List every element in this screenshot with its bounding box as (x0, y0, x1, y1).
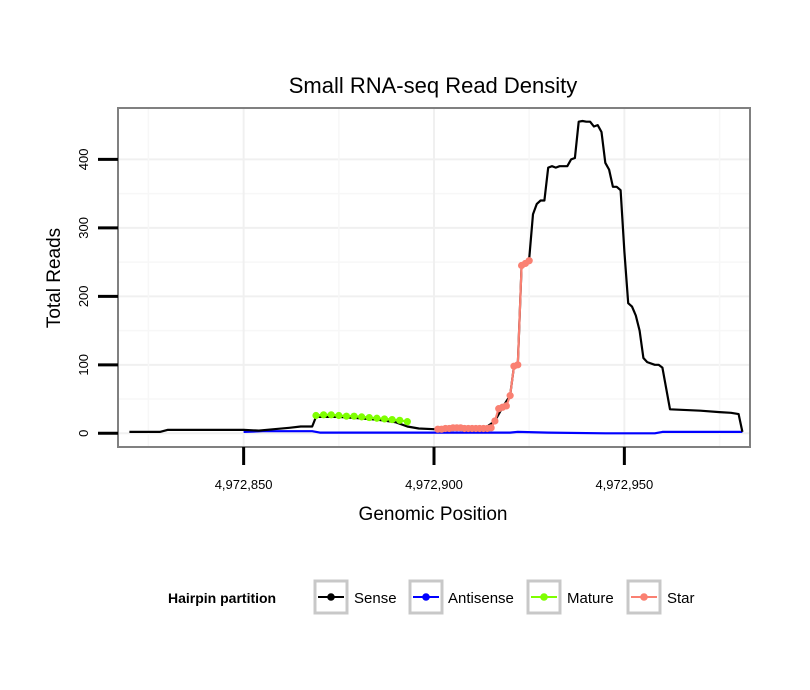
grid-lines (118, 108, 750, 447)
data-point-mature (380, 415, 389, 423)
data-point-star (514, 361, 522, 369)
legend-key-point (422, 593, 430, 601)
y-tick-label: 300 (76, 217, 91, 239)
data-point-mature (350, 412, 358, 420)
data-point-mature (335, 411, 343, 420)
y-tick-label: 0 (76, 430, 91, 437)
data-point-star (502, 402, 510, 410)
data-point-star (491, 417, 499, 425)
series-layer (129, 119, 744, 435)
x-axis-title: Genomic Position (359, 504, 508, 525)
legend-item-mature: Mature (526, 579, 614, 615)
x-axis: 4,972,850 4,972,900 4,972,950 (215, 447, 653, 492)
legend-title: Hairpin partition (168, 590, 276, 606)
data-point-mature (365, 413, 373, 422)
y-tick-label: 200 (76, 285, 91, 307)
legend: Hairpin partition Sense Antisense Mature St… (168, 579, 695, 615)
x-tick-label: 4,972,900 (405, 477, 463, 492)
data-point-star (487, 424, 495, 432)
legend-key-point (540, 593, 548, 601)
y-axis-title: Total Reads (44, 228, 65, 328)
y-tick-label: 100 (76, 354, 91, 376)
legend-key-point (327, 593, 335, 601)
series-line-antisense (243, 430, 743, 435)
legend-label-sense: Sense (354, 590, 397, 607)
legend-item-star: Star (626, 579, 695, 615)
data-point-mature (403, 418, 411, 426)
data-point-mature (396, 416, 404, 424)
data-point-star (525, 257, 533, 265)
legend-item-antisense: Antisense (408, 579, 514, 615)
data-point-mature (358, 413, 366, 421)
legend-label-antisense: Antisense (448, 590, 514, 607)
x-tick-label: 4,972,950 (595, 477, 653, 492)
data-point-mature (373, 414, 381, 422)
legend-key-point (640, 593, 648, 601)
data-point-mature (388, 416, 396, 424)
y-tick-label: 400 (76, 149, 91, 171)
legend-item-sense: Sense (313, 579, 397, 615)
data-point-star (506, 392, 514, 400)
data-point-mature (342, 412, 351, 420)
legend-label-mature: Mature (567, 590, 614, 607)
y-axis: 0 100 200 300 400 (76, 149, 118, 437)
data-point-mature (312, 411, 320, 420)
x-tick-label: 4,972,850 (215, 477, 273, 492)
data-point-mature (319, 411, 328, 419)
legend-label-star: Star (667, 590, 695, 607)
data-point-mature (327, 411, 335, 419)
chart-title: Small RNA-seq Read Density (289, 73, 578, 98)
